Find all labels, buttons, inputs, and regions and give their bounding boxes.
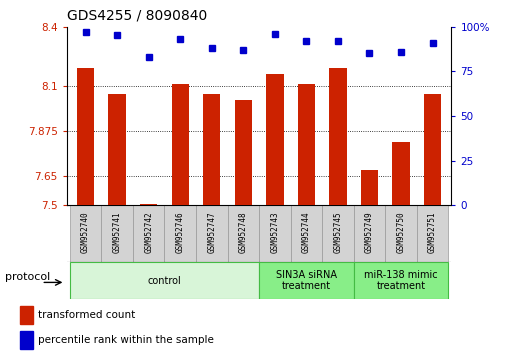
Bar [298,84,315,205]
Bar [385,205,417,262]
Bar [171,84,189,205]
Text: percentile rank within the sample: percentile rank within the sample [38,335,214,345]
Bar [102,205,133,262]
Bar [21,306,33,324]
Bar [424,94,441,205]
Bar [353,205,385,262]
Text: SIN3A siRNA
treatment: SIN3A siRNA treatment [276,270,337,291]
Text: transformed count: transformed count [38,310,135,320]
Bar [140,204,157,205]
Bar [322,205,353,262]
Text: GSM952747: GSM952747 [207,212,216,253]
Text: GSM952749: GSM952749 [365,212,374,253]
Text: GSM952741: GSM952741 [113,212,122,253]
Bar [165,205,196,262]
Bar [108,94,126,205]
Bar [234,100,252,205]
Text: miR-138 mimic
treatment: miR-138 mimic treatment [364,270,438,291]
Bar [70,205,102,262]
Text: GSM952751: GSM952751 [428,212,437,253]
Bar [21,331,33,349]
Bar [203,94,221,205]
Bar [353,262,448,299]
Bar [290,205,322,262]
Bar [196,205,228,262]
Bar [259,262,353,299]
Text: GSM952745: GSM952745 [333,212,342,253]
Bar [228,205,259,262]
Text: GSM952740: GSM952740 [81,212,90,253]
Text: GDS4255 / 8090840: GDS4255 / 8090840 [67,8,207,23]
Bar [417,205,448,262]
Text: protocol: protocol [5,272,50,282]
Bar [361,170,378,205]
Text: GSM952748: GSM952748 [239,212,248,253]
Text: GSM952750: GSM952750 [397,212,405,253]
Text: GSM952744: GSM952744 [302,212,311,253]
Bar [266,74,284,205]
Bar [329,68,347,205]
Bar [259,205,290,262]
Text: GSM952746: GSM952746 [176,212,185,253]
Text: GSM952743: GSM952743 [270,212,280,253]
Bar [133,205,165,262]
Bar [77,68,94,205]
Bar [70,262,259,299]
Bar [392,142,410,205]
Text: GSM952742: GSM952742 [144,212,153,253]
Text: control: control [148,275,181,286]
